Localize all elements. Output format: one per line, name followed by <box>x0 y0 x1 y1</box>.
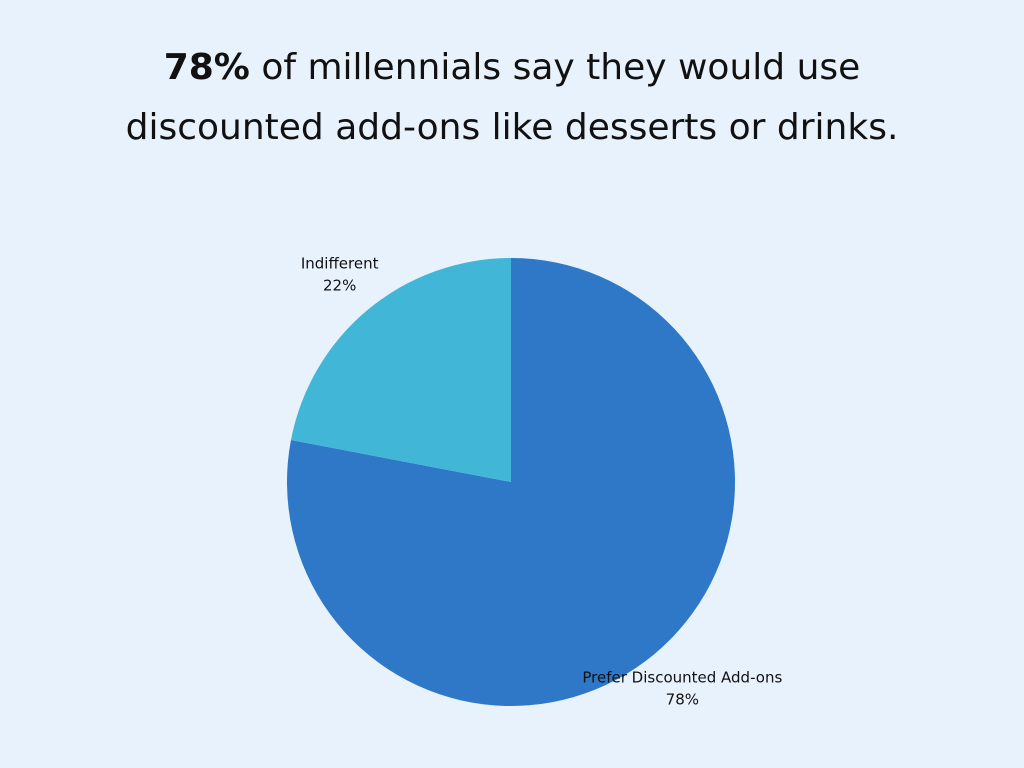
slice-label: Indifferent <box>301 254 379 272</box>
title-text: of millennials say they would use discou… <box>125 47 899 148</box>
value-label: 78% <box>666 691 699 709</box>
title-highlight: 78% <box>163 47 250 88</box>
chart-title: 78% of millennials say they would use di… <box>92 38 932 158</box>
slice-label: Prefer Discounted Add-ons <box>582 669 782 687</box>
value-label: 22% <box>323 276 356 294</box>
pie-slice <box>290 258 511 482</box>
